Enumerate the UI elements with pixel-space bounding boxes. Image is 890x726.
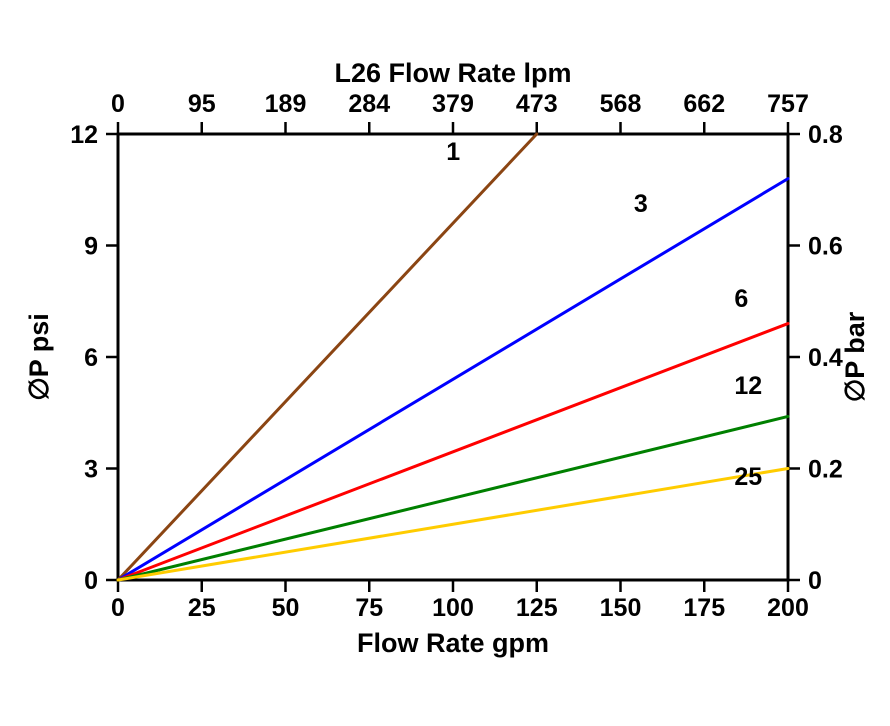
y-right-tick-label: 0.8 bbox=[808, 121, 843, 149]
series-label: 1 bbox=[446, 138, 460, 166]
series-label: 25 bbox=[734, 463, 762, 491]
x-top-tick-label: 95 bbox=[188, 90, 216, 118]
y-left-tick-label: 6 bbox=[84, 344, 98, 372]
x-top-tick-label: 568 bbox=[600, 90, 642, 118]
series-label: 3 bbox=[634, 190, 648, 218]
x-bottom-tick-label: 0 bbox=[111, 594, 125, 622]
x-bottom-tick-label: 175 bbox=[683, 594, 725, 622]
y-left-tick-label: 12 bbox=[70, 121, 98, 149]
series-label: 12 bbox=[734, 372, 762, 400]
y-left-tick-label: 3 bbox=[84, 456, 98, 484]
x-top-tick-label: 284 bbox=[348, 90, 390, 118]
x-top-tick-label: 189 bbox=[265, 90, 307, 118]
x-top-tick-label: 379 bbox=[432, 90, 474, 118]
x-top-tick-label: 473 bbox=[516, 90, 558, 118]
series-label: 6 bbox=[734, 285, 748, 313]
x-top-tick-label: 0 bbox=[111, 90, 125, 118]
y-right-tick-label: 0.4 bbox=[808, 344, 843, 372]
x-bottom-tick-label: 100 bbox=[432, 594, 474, 622]
y-right-tick-label: 0 bbox=[808, 567, 822, 595]
x-bottom-tick-label: 150 bbox=[600, 594, 642, 622]
x-bottom-tick-label: 50 bbox=[272, 594, 300, 622]
y-right-tick-label: 0.6 bbox=[808, 233, 843, 261]
x-bottom-tick-label: 25 bbox=[188, 594, 216, 622]
xlabel-bottom: Flow Rate gpm bbox=[357, 628, 549, 658]
x-bottom-tick-label: 200 bbox=[767, 594, 809, 622]
y-right-tick-label: 0.2 bbox=[808, 456, 843, 484]
ylabel-left: ∅P psi bbox=[24, 313, 54, 401]
title-top: L26 Flow Rate lpm bbox=[334, 58, 571, 88]
x-top-tick-label: 662 bbox=[683, 90, 725, 118]
y-left-tick-label: 0 bbox=[84, 567, 98, 595]
x-bottom-tick-label: 75 bbox=[355, 594, 383, 622]
x-top-tick-label: 757 bbox=[767, 90, 809, 118]
x-bottom-tick-label: 125 bbox=[516, 594, 558, 622]
y-left-tick-label: 9 bbox=[84, 233, 98, 261]
pressure-flow-chart: 0025955018975284100379125473150568175662… bbox=[0, 0, 890, 726]
ylabel-right: ∅P bar bbox=[840, 311, 870, 402]
